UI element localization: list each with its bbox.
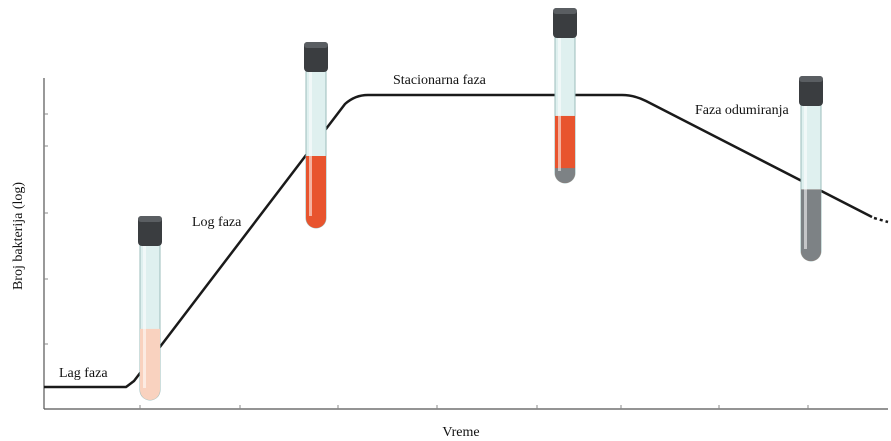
tube-highlight bbox=[558, 38, 561, 171]
test-tube-log bbox=[304, 42, 328, 229]
growth-curve bbox=[44, 93, 873, 389]
tube-highlight bbox=[309, 72, 312, 216]
test-tube-stationary bbox=[553, 8, 577, 184]
tube-cap bbox=[304, 42, 328, 72]
x-ticks bbox=[139, 405, 809, 409]
tube-cap-top bbox=[799, 76, 823, 82]
tube-cap-top bbox=[304, 42, 328, 48]
lag-phase-label: Lag faza bbox=[59, 366, 108, 381]
test-tube-lag bbox=[138, 216, 162, 401]
test-tube-death bbox=[799, 76, 823, 262]
x-axis-label: Vreme bbox=[442, 425, 479, 440]
tube-cap bbox=[138, 216, 162, 246]
log-phase-label: Log faza bbox=[192, 215, 242, 230]
y-axis-label: Broj bakterija (log) bbox=[11, 182, 26, 290]
tube-cap bbox=[553, 8, 577, 38]
test-tubes bbox=[138, 8, 823, 401]
tube-cap-top bbox=[138, 216, 162, 222]
tube-sediment bbox=[555, 168, 575, 183]
tube-highlight bbox=[143, 246, 146, 388]
tube-cap-top bbox=[553, 8, 577, 14]
stationary-phase-label: Stacionarna faza bbox=[393, 73, 487, 88]
y-ticks bbox=[44, 113, 48, 345]
death-phase-label: Faza odumiranja bbox=[695, 103, 789, 118]
curve-continuation bbox=[873, 216, 889, 224]
tube-highlight bbox=[804, 106, 807, 249]
tube-cap bbox=[799, 76, 823, 106]
